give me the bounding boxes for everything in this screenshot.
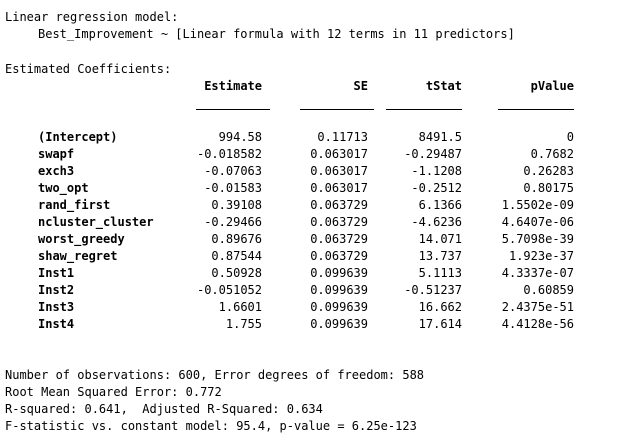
coefficients-title: Estimated Coefficients: — [5, 62, 172, 76]
estimate-value: 0.87544 — [211, 249, 262, 263]
header-underline — [196, 109, 270, 110]
row-name: Inst1 — [38, 266, 75, 280]
se-value: 0.063729 — [310, 198, 368, 212]
se-value: 0.063729 — [310, 232, 368, 246]
row-name: worst_greedy — [38, 232, 125, 246]
row-name: Inst2 — [38, 283, 75, 297]
tstat-value: 13.737 — [418, 249, 462, 263]
rmse-line: Root Mean Squared Error: 0.772 — [5, 385, 222, 399]
row-name: exch3 — [38, 164, 75, 178]
tstat-value: 17.614 — [418, 317, 462, 331]
tstat-value: 16.662 — [418, 300, 462, 314]
se-value: 0.099639 — [310, 300, 368, 314]
se-value: 0.063729 — [310, 215, 368, 229]
row-name: shaw_regret — [38, 249, 118, 263]
pvalue-value: 1.923e-37 — [508, 249, 574, 263]
tstat-value: -0.29487 — [404, 147, 462, 161]
column-header-se: SE — [353, 79, 368, 93]
model-title: Linear regression model: — [5, 10, 179, 24]
rsquared-line: R-squared: 0.641, Adjusted R-Squared: 0.… — [5, 402, 323, 416]
se-value: 0.099639 — [310, 266, 368, 280]
tstat-value: -4.6236 — [411, 215, 462, 229]
estimate-value: -0.051052 — [196, 283, 262, 297]
model-formula: Best_Improvement ~ [Linear formula with … — [38, 27, 515, 41]
pvalue-value: 0.60859 — [523, 283, 574, 297]
estimate-value: 0.50928 — [211, 266, 262, 280]
row-name: (Intercept) — [38, 130, 118, 144]
pvalue-value: 4.3337e-07 — [501, 266, 574, 280]
tstat-value: -1.1208 — [411, 164, 462, 178]
row-name: rand_first — [38, 198, 111, 212]
se-value: 0.063017 — [310, 181, 368, 195]
row-name: ncluster_cluster — [38, 215, 154, 229]
column-header-tstat: tStat — [425, 79, 462, 93]
tstat-value: -0.2512 — [411, 181, 462, 195]
tstat-value: 5.1113 — [418, 266, 462, 280]
row-name: Inst3 — [38, 300, 75, 314]
estimate-value: -0.01583 — [204, 181, 262, 195]
tstat-value: -0.51237 — [404, 283, 462, 297]
se-value: 0.099639 — [310, 317, 368, 331]
tstat-value: 14.071 — [418, 232, 462, 246]
header-underline — [498, 109, 574, 110]
estimate-value: -0.018582 — [196, 147, 262, 161]
se-value: 0.063017 — [310, 164, 368, 178]
pvalue-value: 4.4128e-56 — [501, 317, 574, 331]
pvalue-value: 1.5502e-09 — [501, 198, 574, 212]
estimate-value: 0.89676 — [211, 232, 262, 246]
pvalue-value: 2.4375e-51 — [501, 300, 574, 314]
pvalue-value: 0.7682 — [530, 147, 574, 161]
pvalue-value: 0.80175 — [523, 181, 574, 195]
header-underline — [386, 109, 462, 110]
tstat-value: 6.1366 — [418, 198, 462, 212]
estimate-value: -0.29466 — [204, 215, 262, 229]
pvalue-value: 5.7098e-39 — [501, 232, 574, 246]
column-header-pvalue: pValue — [530, 79, 574, 93]
se-value: 0.063017 — [310, 147, 368, 161]
row-name: two_opt — [38, 181, 89, 195]
header-underline — [300, 109, 374, 110]
column-header-estimate: Estimate — [204, 79, 262, 93]
row-name: Inst4 — [38, 317, 75, 331]
observations-line: Number of observations: 600, Error degre… — [5, 368, 425, 382]
row-name: swapf — [38, 147, 75, 161]
estimate-value: 0.39108 — [211, 198, 262, 212]
pvalue-value: 4.6407e-06 — [501, 215, 574, 229]
estimate-value: -0.07063 — [204, 164, 262, 178]
estimate-value: 1.6601 — [218, 300, 262, 314]
se-value: 0.11713 — [317, 130, 368, 144]
fstat-line: F-statistic vs. constant model: 95.4, p-… — [5, 419, 417, 433]
se-value: 0.099639 — [310, 283, 368, 297]
estimate-value: 994.58 — [218, 130, 262, 144]
estimate-value: 1.755 — [225, 317, 262, 331]
pvalue-value: 0 — [566, 130, 574, 144]
se-value: 0.063729 — [310, 249, 368, 263]
pvalue-value: 0.26283 — [523, 164, 574, 178]
tstat-value: 8491.5 — [418, 130, 462, 144]
